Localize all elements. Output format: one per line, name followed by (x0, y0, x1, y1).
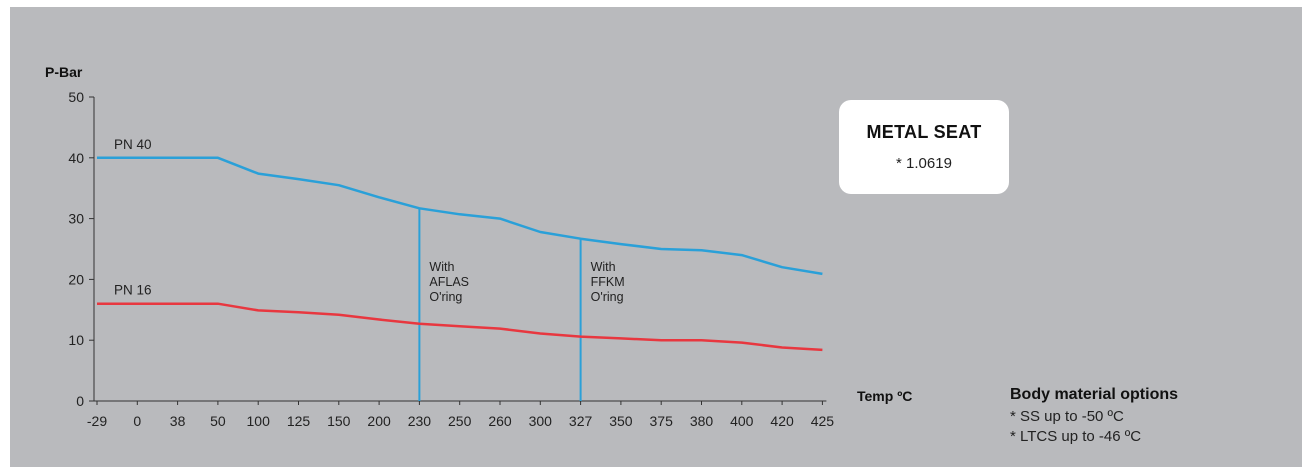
x-tick-label-50: 50 (210, 413, 226, 429)
series-line-pn-16 (97, 302, 823, 352)
body-material-title: Body material options (1010, 386, 1179, 403)
annotation-label-327-2: O'ring (591, 290, 624, 304)
annotation-label-230-2: O'ring (429, 290, 462, 304)
x-tick-label-327: 327 (569, 413, 593, 429)
y-tick-label-30: 30 (68, 211, 84, 227)
annotation-label-230-1: AFLAS (429, 275, 469, 289)
x-tick-label-420: 420 (770, 413, 794, 429)
y-tick-label-10: 10 (68, 332, 84, 348)
annotation-label-230-0: With (429, 260, 454, 274)
x-tick-label-38: 38 (170, 413, 186, 429)
series-label-pn-40: PN 40 (114, 137, 152, 152)
x-tick-label-250: 250 (448, 413, 472, 429)
body-material-options: Body material options * SS up to -50 ºC … (1010, 386, 1178, 447)
body-material-option-ss: * SS up to -50 ºC (1010, 408, 1124, 425)
x-tick-label-100: 100 (247, 413, 271, 429)
x-tick-label--29: -29 (87, 413, 107, 429)
metal-seat-card: METAL SEAT * 1.0619 (839, 100, 1009, 194)
x-axis-title: Temp ºC (857, 388, 912, 404)
x-tick-label-150: 150 (327, 413, 351, 429)
series-line-pn-40 (97, 156, 823, 276)
x-tick-label-0: 0 (133, 413, 141, 429)
metal-seat-title: METAL SEAT (866, 122, 982, 142)
x-tick-label-230: 230 (408, 413, 432, 429)
metal-seat-note: * 1.0619 (896, 155, 952, 172)
y-tick-label-40: 40 (68, 150, 84, 166)
x-tick-label-125: 125 (287, 413, 311, 429)
annotation-label-327-0: With (591, 260, 616, 274)
x-tick-label-380: 380 (690, 413, 714, 429)
x-tick-label-300: 300 (529, 413, 553, 429)
x-tick-label-200: 200 (367, 413, 391, 429)
x-tick-label-400: 400 (730, 413, 754, 429)
series-label-pn-16: PN 16 (114, 283, 152, 298)
annotation-label-327-1: FFKM (591, 275, 625, 289)
x-tick-label-375: 375 (650, 413, 674, 429)
body-material-option-ltcs: * LTCS up to -46 ºC (1010, 428, 1142, 445)
chart-panel (10, 7, 1302, 467)
y-tick-label-0: 0 (76, 393, 84, 409)
y-axis-title: P-Bar (45, 64, 83, 80)
x-tick-label-350: 350 (609, 413, 633, 429)
y-tick-label-20: 20 (68, 271, 84, 287)
y-tick-label-50: 50 (68, 89, 84, 105)
x-tick-label-260: 260 (488, 413, 512, 429)
x-tick-label-425: 425 (811, 413, 835, 429)
